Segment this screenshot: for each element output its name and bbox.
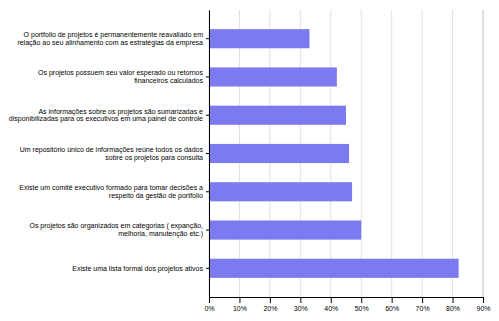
bar — [209, 144, 349, 163]
x-tick: 70% — [416, 297, 430, 312]
y-tick-mark — [206, 230, 209, 231]
bar — [209, 259, 459, 278]
x-tick-label: 20% — [263, 305, 277, 312]
chart: 0% 10% 20% 30% 40% 50% 60% 70% 80% 90% O portfolio… — [0, 0, 499, 321]
grid-line — [361, 10, 362, 297]
x-tick-mark — [422, 297, 423, 303]
x-tick: 10% — [233, 297, 247, 312]
x-tick: 40% — [324, 297, 338, 312]
grid — [209, 10, 483, 297]
x-tick: 20% — [263, 297, 277, 312]
x-tick-mark — [209, 297, 210, 303]
x-tick-label: 40% — [324, 305, 338, 312]
y-tick-label: Existe uma lista formal dos projetos ati… — [72, 265, 203, 273]
x-tick-label: 90% — [476, 305, 490, 312]
y-tick-mark — [206, 115, 209, 116]
x-tick-mark — [453, 297, 454, 303]
x-tick-mark — [483, 297, 484, 303]
x-tick-mark — [300, 297, 301, 303]
x-tick-label: 60% — [385, 305, 399, 312]
y-tick-label-line: sobre os projetos para consulta — [105, 154, 203, 162]
x-tick: 60% — [385, 297, 399, 312]
plot-edge — [483, 10, 484, 297]
y-tick: Os projetos possuem seu valor esperado o… — [38, 69, 209, 84]
x-tick-label: 0% — [204, 305, 214, 312]
y-tick-label: Existe um comitê executivo formado para … — [19, 184, 203, 200]
x-axis: 0% 10% 20% 30% 40% 50% 60% 70% 80% 90% — [204, 297, 490, 312]
x-tick: 50% — [355, 297, 369, 312]
y-tick-label-line: respeito da gestão de portfolio — [109, 192, 203, 200]
y-tick-mark — [206, 76, 209, 77]
bar — [209, 182, 352, 201]
bars — [209, 29, 459, 278]
x-tick: 80% — [446, 297, 460, 312]
x-axis-line — [210, 298, 484, 304]
y-tick: Os projetos são organizados em categoria… — [29, 222, 209, 238]
y-axis-line — [209, 11, 210, 298]
grid-line — [391, 10, 392, 297]
y-tick-label-line: relação ao seu alinhamento com as estrat… — [17, 39, 203, 47]
y-tick: Um repositório único de informações reún… — [20, 146, 209, 162]
x-tick-label: 70% — [416, 305, 430, 312]
y-axis: O portfolio de projetos é permanentement… — [9, 11, 210, 298]
y-tick: O portfolio de projetos é permanentement… — [17, 31, 209, 47]
y-tick-label-line: disponibilizadas para os executivos em u… — [9, 115, 203, 123]
x-tick: 30% — [294, 297, 308, 312]
y-tick-label: As informações sobre os projetos são sum… — [9, 108, 203, 124]
x-tick: 0% — [204, 297, 214, 312]
y-tick: Existe uma lista formal dos projetos ati… — [72, 265, 209, 273]
bar — [209, 106, 346, 125]
x-tick-label: 30% — [294, 305, 308, 312]
y-tick-mark — [206, 191, 209, 192]
x-tick-mark — [270, 297, 271, 303]
grid-line — [452, 10, 453, 297]
y-tick-label: Um repositório único de informações reún… — [20, 146, 204, 162]
plot: 0% 10% 20% 30% 40% 50% 60% 70% 80% 90% O portfolio… — [9, 10, 491, 312]
x-tick-mark — [239, 297, 240, 303]
x-tick-label: 10% — [233, 305, 247, 312]
x-tick-label: 50% — [355, 305, 369, 312]
x-tick-mark — [392, 297, 393, 303]
y-tick-label-line: melhoria, manutenção etc.) — [118, 230, 203, 238]
y-tick: As informações sobre os projetos são sum… — [9, 108, 209, 124]
x-tick: 90% — [476, 297, 490, 312]
y-tick-label-line: financeiros calculados — [134, 77, 203, 84]
x-tick-mark — [331, 297, 332, 303]
y-tick-mark — [206, 268, 209, 269]
grid-line — [483, 10, 484, 297]
y-tick-label: O portfolio de projetos é permanentement… — [17, 31, 203, 47]
y-tick-mark — [206, 38, 209, 39]
x-tick-label: 80% — [446, 305, 460, 312]
bar — [209, 220, 361, 239]
bar — [209, 29, 309, 48]
y-tick-label-line: Existe uma lista formal dos projetos ati… — [72, 265, 203, 273]
y-tick-label: Os projetos são organizados em categoria… — [29, 222, 203, 238]
y-tick-mark — [206, 153, 209, 154]
y-tick-label: Os projetos possuem seu valor esperado o… — [38, 69, 203, 84]
bar — [209, 67, 337, 86]
y-tick: Existe um comitê executivo formado para … — [19, 184, 209, 200]
x-tick-mark — [361, 297, 362, 303]
grid-line — [422, 10, 423, 297]
